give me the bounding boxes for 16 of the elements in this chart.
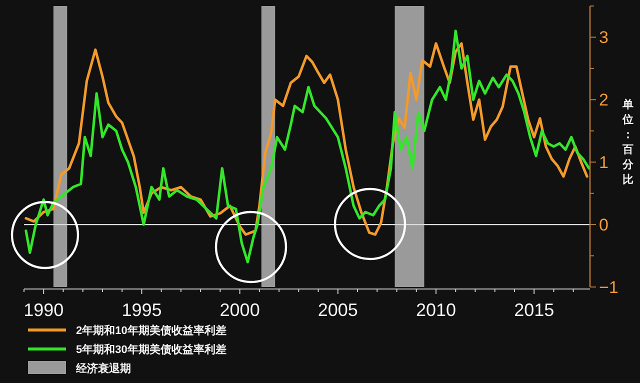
- y-tick-label: 1: [599, 153, 608, 172]
- legend-label: 5年期和30年期美债收益率利差: [76, 343, 226, 356]
- y-tick-label: 0: [599, 216, 608, 235]
- y-tick-label: −1: [599, 278, 618, 297]
- y-tick-label: 3: [599, 28, 608, 48]
- y-axis-title: 单位：百分比: [622, 98, 634, 186]
- x-tick-label: 2010: [416, 300, 456, 320]
- legend-label: 经济衰退期: [75, 362, 131, 375]
- x-tick-label: 2015: [514, 300, 554, 320]
- legend-label: 2年期和10年期美债收益率利差: [76, 324, 226, 337]
- line-series: [24, 30, 590, 264]
- x-tick-label: 1995: [122, 300, 162, 320]
- x-tick-label: 1990: [24, 300, 64, 320]
- x-tick-label: 2000: [220, 300, 260, 320]
- x-tick-label: 2005: [318, 300, 358, 320]
- y-tick-label: 2: [599, 90, 608, 110]
